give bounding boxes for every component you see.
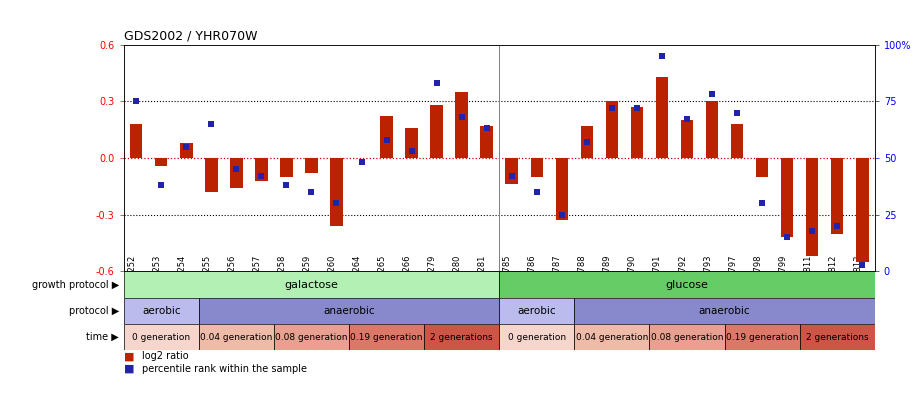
Text: galactose: galactose (285, 279, 338, 290)
Point (605, 105, 619, 111)
Point (755, 200, 769, 207)
Bar (499, 298, 574, 324)
Text: 0 generation: 0 generation (132, 333, 191, 342)
Text: 0.04 generation: 0.04 generation (575, 333, 649, 342)
Text: GDS2002 / YHR070W: GDS2002 / YHR070W (124, 30, 257, 43)
Bar (380, 116, 393, 158)
Bar (705, 101, 718, 158)
Bar (480, 126, 493, 158)
Point (404, 148, 419, 154)
Bar (124, 298, 199, 324)
Point (204, 121, 219, 127)
Text: 0.08 generation: 0.08 generation (650, 333, 724, 342)
Bar (656, 77, 669, 158)
Bar (681, 120, 693, 158)
Point (855, 261, 869, 268)
Point (354, 159, 369, 166)
Point (629, 105, 644, 111)
Bar (180, 143, 192, 158)
Bar (274, 324, 349, 350)
Bar (130, 124, 143, 158)
Bar (280, 158, 292, 177)
Text: growth protocol ▶: growth protocol ▶ (32, 279, 119, 290)
Bar (725, 324, 800, 350)
Bar (555, 158, 568, 220)
Point (655, 53, 670, 59)
Bar (574, 298, 875, 324)
Point (805, 227, 820, 234)
Text: 0.19 generation: 0.19 generation (350, 333, 423, 342)
Text: 2 generations: 2 generations (806, 333, 868, 342)
Bar (581, 126, 594, 158)
Text: anaerobic: anaerobic (699, 306, 750, 316)
Text: ■: ■ (124, 352, 134, 361)
Bar (530, 158, 543, 177)
Point (379, 136, 394, 143)
Bar (305, 158, 318, 173)
Bar (780, 158, 793, 237)
Point (580, 139, 594, 145)
Bar (431, 105, 443, 158)
Text: aerobic: aerobic (518, 306, 556, 316)
Bar (574, 324, 649, 350)
Bar (424, 324, 499, 350)
Bar (630, 107, 643, 158)
Point (479, 125, 494, 132)
Bar (330, 158, 343, 226)
Bar (455, 92, 468, 158)
Point (680, 116, 694, 123)
Point (505, 173, 519, 179)
Text: 0 generation: 0 generation (507, 333, 566, 342)
Point (454, 114, 469, 120)
Bar (205, 158, 218, 192)
Point (154, 182, 169, 188)
Point (730, 109, 745, 116)
Point (254, 173, 268, 179)
Point (229, 166, 244, 173)
Bar (856, 158, 868, 262)
Bar (831, 158, 844, 234)
Bar (405, 128, 418, 158)
Text: 2 generations: 2 generations (431, 333, 493, 342)
Bar (349, 324, 424, 350)
Bar (506, 158, 518, 184)
Point (554, 211, 569, 218)
Bar (806, 158, 819, 256)
Text: 0.08 generation: 0.08 generation (275, 333, 348, 342)
Point (529, 189, 544, 195)
Bar (800, 324, 875, 350)
Point (179, 143, 193, 150)
Bar (255, 158, 267, 181)
Point (830, 223, 845, 229)
Point (304, 189, 319, 195)
Bar (124, 271, 499, 298)
Text: time ▶: time ▶ (86, 332, 119, 342)
Text: glucose: glucose (666, 279, 708, 290)
Text: log2 ratio: log2 ratio (142, 352, 189, 361)
Bar (499, 271, 875, 298)
Text: protocol ▶: protocol ▶ (69, 306, 119, 316)
Point (430, 80, 444, 86)
Bar (155, 158, 168, 166)
Point (704, 91, 719, 98)
Bar (124, 324, 199, 350)
Bar (756, 158, 769, 177)
Point (329, 200, 344, 207)
Point (780, 234, 794, 241)
Text: aerobic: aerobic (142, 306, 180, 316)
Bar (731, 124, 744, 158)
Text: 0.19 generation: 0.19 generation (725, 333, 799, 342)
Bar (605, 101, 618, 158)
Text: anaerobic: anaerobic (323, 306, 375, 316)
Bar (499, 324, 574, 350)
Text: ■: ■ (124, 364, 134, 373)
Text: 0.04 generation: 0.04 generation (200, 333, 273, 342)
Bar (230, 158, 243, 188)
Bar (649, 324, 725, 350)
Point (129, 98, 144, 104)
Bar (199, 298, 499, 324)
Text: percentile rank within the sample: percentile rank within the sample (142, 364, 307, 373)
Point (279, 182, 294, 188)
Bar (199, 324, 274, 350)
